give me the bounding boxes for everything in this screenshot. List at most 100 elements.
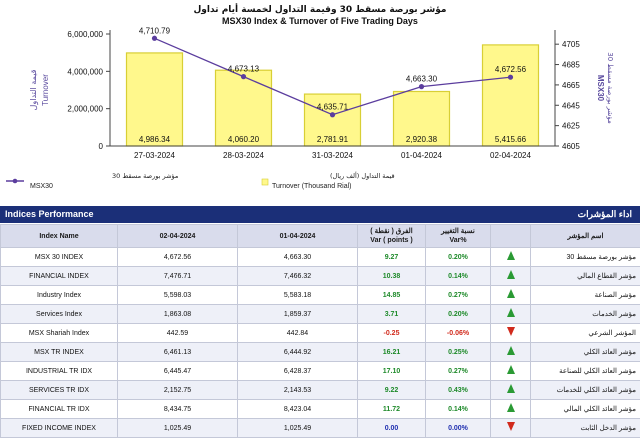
value-date-2: 6,428.37 <box>238 362 358 381</box>
msx30-point <box>419 84 424 89</box>
col-var-points-en: Var ( points ) <box>362 236 421 245</box>
value-date-1: 1,863.08 <box>118 305 238 324</box>
direction-cell <box>491 324 531 343</box>
arrow-down-icon <box>507 422 515 431</box>
chart-title: MSX30 Index & Turnover of Five Trading D… <box>222 16 418 26</box>
var-pct: 0.27% <box>426 362 491 381</box>
value-date-2: 5,583.18 <box>238 286 358 305</box>
index-name-ar: مؤشر العائد الكلي <box>531 343 640 362</box>
value-date-2: 8,423.04 <box>238 400 358 419</box>
var-points: -0.25 <box>358 324 426 343</box>
index-name: FIXED INCOME INDEX <box>1 419 118 438</box>
msx30-point-label: 4,672.56 <box>495 65 527 74</box>
arrow-up-icon <box>507 308 515 317</box>
index-name-ar: مؤشر الدخل الثابت <box>531 419 640 438</box>
var-pct: 0.14% <box>426 267 491 286</box>
turnover-bar-label: 5,415.66 <box>495 135 527 144</box>
var-points: 0.00 <box>358 419 426 438</box>
index-name-ar: المؤشر الشرعي <box>531 324 640 343</box>
right-tick-label: 4665 <box>562 81 580 90</box>
col-date-2: 01-04-2024 <box>238 225 358 248</box>
direction-cell <box>491 248 531 267</box>
x-tick-label: 28-03-2024 <box>223 151 264 160</box>
left-tick-label: 2,000,000 <box>67 105 103 114</box>
value-date-1: 5,598.03 <box>118 286 238 305</box>
var-pct: 0.14% <box>426 400 491 419</box>
performance-table: Index Name 02-04-2024 01-04-2024 الفرق (… <box>0 224 640 438</box>
right-tick-label: 4625 <box>562 122 580 131</box>
performance-title: Indices Performance <box>5 209 94 219</box>
turnover-bar-label: 2,781.91 <box>317 135 349 144</box>
x-tick-label: 01-04-2024 <box>401 151 442 160</box>
arrow-down-icon <box>507 327 515 336</box>
index-name: INDUSTRIAL TR IDX <box>1 362 118 381</box>
x-tick-label: 31-03-2024 <box>312 151 353 160</box>
index-name-ar: مؤشر الخدمات <box>531 305 640 324</box>
value-date-1: 442.59 <box>118 324 238 343</box>
msx30-point-label: 4,635.71 <box>317 103 349 112</box>
index-name: MSX 30 INDEX <box>1 248 118 267</box>
left-axis-title: Turnover <box>41 74 50 106</box>
arrow-up-icon <box>507 384 515 393</box>
index-name: MSX Shariah Index <box>1 324 118 343</box>
col-var-pct-ar: نسبة التغيير <box>430 227 486 236</box>
x-tick-label: 02-04-2024 <box>490 151 531 160</box>
direction-cell <box>491 305 531 324</box>
index-name: Industry Index <box>1 286 118 305</box>
x-tick-label: 27-03-2024 <box>134 151 175 160</box>
value-date-1: 7,476.71 <box>118 267 238 286</box>
index-name: FINANCIAL TR IDX <box>1 400 118 419</box>
col-var-pct-en: Var% <box>430 236 486 245</box>
index-name: FINANCIAL INDEX <box>1 267 118 286</box>
turnover-bar <box>483 45 539 146</box>
index-name: MSX TR INDEX <box>1 343 118 362</box>
msx30-point-label: 4,673.13 <box>228 65 260 74</box>
arrow-up-icon <box>507 346 515 355</box>
msx30-point <box>508 75 513 80</box>
msx30-point-label: 4,663.30 <box>406 75 438 84</box>
right-tick-label: 4605 <box>562 142 580 151</box>
index-name: Services Index <box>1 305 118 324</box>
right-tick-label: 4685 <box>562 61 580 70</box>
var-points: 10.38 <box>358 267 426 286</box>
value-date-1: 4,672.56 <box>118 248 238 267</box>
direction-cell <box>491 267 531 286</box>
var-points: 14.85 <box>358 286 426 305</box>
index-name-ar: مؤشر العائد الكلي المالي <box>531 400 640 419</box>
legend-line-label-ar: مؤشر بورصة مسقط 30 <box>112 172 178 180</box>
msx30-point <box>241 74 246 79</box>
var-points: 3.71 <box>358 305 426 324</box>
value-date-1: 8,434.75 <box>118 400 238 419</box>
x-axis: 27-03-2024 28-03-2024 31-03-2024 01-04-2024… <box>110 146 555 160</box>
legend-bar-label-ar: قيمة التداول (ألف ريال) <box>330 171 395 180</box>
legend-line-marker <box>13 179 18 184</box>
right-tick-label: 4645 <box>562 101 580 110</box>
index-name-ar: مؤشر بورصة مسقط 30 <box>531 248 640 267</box>
col-var-pct: نسبة التغيير Var% <box>426 225 491 248</box>
msx30-point <box>152 36 157 41</box>
var-points: 16.21 <box>358 343 426 362</box>
direction-cell <box>491 381 531 400</box>
right-axis-title-ar: مؤشر بورصة مسقط 30 <box>606 52 614 124</box>
line-series: 4,710.79 4,673.13 4,635.71 4,663.30 4,672.56 <box>139 26 527 117</box>
col-date-1: 02-04-2024 <box>118 225 238 248</box>
col-var-points-ar: الفرق ( نقطة ) <box>362 227 421 236</box>
col-direction <box>491 225 531 248</box>
var-pct: 0.43% <box>426 381 491 400</box>
right-axis-title: MSX30 <box>596 75 605 102</box>
msx30-point-label: 4,710.79 <box>139 26 171 35</box>
right-tick-label: 4705 <box>562 40 580 49</box>
var-points: 9.22 <box>358 381 426 400</box>
var-points: 9.27 <box>358 248 426 267</box>
index-name: SERVICES TR IDX <box>1 381 118 400</box>
arrow-up-icon <box>507 270 515 279</box>
